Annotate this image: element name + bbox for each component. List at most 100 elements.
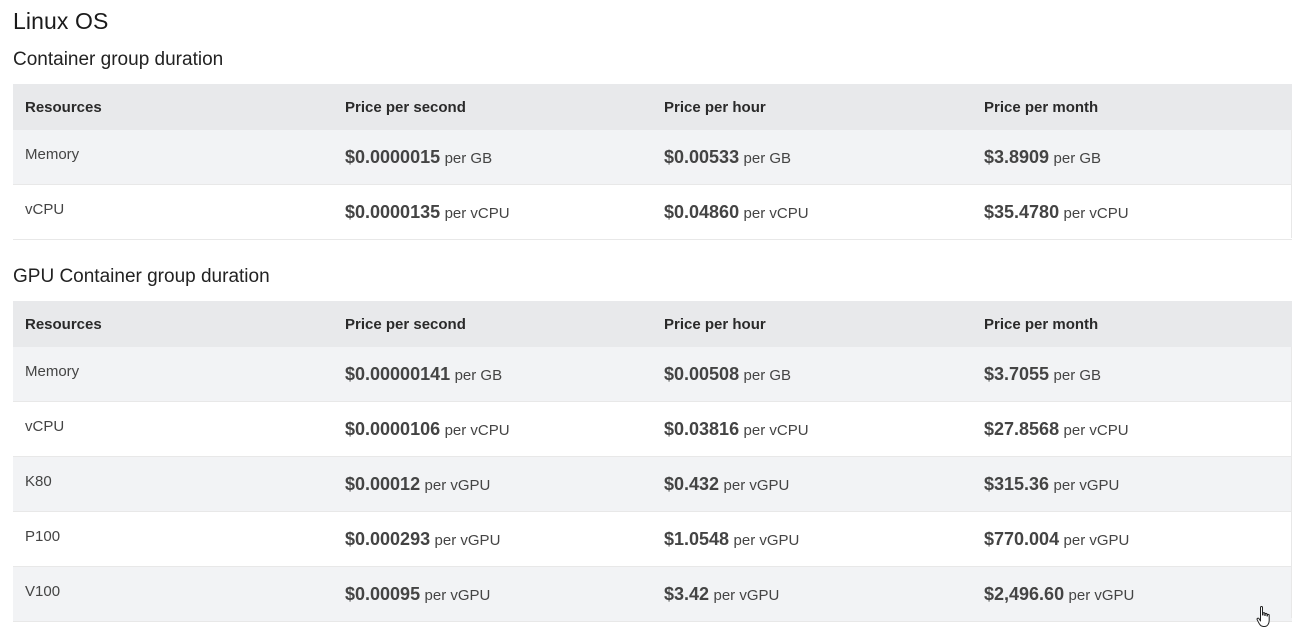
header-resources: Resources (13, 84, 333, 130)
price-hour-cell: $0.00508 per GB (652, 347, 972, 402)
price-unit: per GB (743, 366, 792, 384)
resource-name: V100 (25, 583, 61, 600)
price-unit: per vCPU (1063, 204, 1129, 222)
price-month-cell: $3.7055 per GB (972, 347, 1292, 402)
header-price-per-hour: Price per hour (652, 84, 972, 130)
resource-cell: vCPU (13, 184, 333, 240)
resource-cell: Memory (13, 347, 333, 402)
price-amount: $3.42 (664, 583, 710, 604)
price-unit: per GB (743, 149, 792, 167)
price-hour-cell: $1.0548 per vGPU (652, 511, 972, 567)
price-second-cell: $0.00000141 per GB (333, 347, 652, 402)
price-month-cell: $770.004 per vGPU (972, 511, 1292, 567)
table-row: K80 $0.00012 per vGPU $0.432 per vGPU $3… (13, 456, 1292, 512)
table-row: Memory $0.00000141 per GB $0.00508 per G… (13, 347, 1292, 402)
resource-cell: vCPU (13, 401, 333, 457)
header-price-per-month: Price per month (972, 84, 1292, 130)
price-amount: $35.4780 (984, 201, 1060, 222)
page-title: Linux OS (13, 8, 109, 34)
price-second-cell: $0.00095 per vGPU (333, 566, 652, 622)
price-amount: $0.0000106 (345, 418, 441, 439)
resource-name: Memory (25, 363, 80, 380)
price-second-cell: $0.000293 per vGPU (333, 511, 652, 567)
gpu-container-group-pricing-table: Resources Price per second Price per hou… (13, 301, 1292, 622)
price-amount: $0.00095 (345, 583, 421, 604)
price-month-cell: $27.8568 per vCPU (972, 401, 1292, 457)
table-row: V100 $0.00095 per vGPU $3.42 per vGPU $2… (13, 566, 1292, 622)
section-title-container-group: Container group duration (13, 49, 224, 70)
price-second-cell: $0.00012 per vGPU (333, 456, 652, 512)
price-second-cell: $0.0000015 per GB (333, 130, 652, 185)
price-unit: per vGPU (434, 531, 501, 549)
header-price-per-hour: Price per hour (652, 301, 972, 347)
price-amount: $0.00533 (664, 146, 740, 167)
price-amount: $27.8568 (984, 418, 1060, 439)
price-amount: $0.04860 (664, 201, 740, 222)
price-amount: $3.7055 (984, 363, 1050, 384)
table-border (1291, 130, 1292, 238)
table-row: Memory $0.0000015 per GB $0.00533 per GB… (13, 130, 1292, 185)
price-amount: $0.0000015 (345, 146, 441, 167)
resource-cell: V100 (13, 566, 333, 622)
header-price-per-second: Price per second (333, 301, 652, 347)
price-unit: per vGPU (1053, 476, 1120, 494)
resource-name: P100 (25, 528, 61, 545)
price-amount: $0.00508 (664, 363, 740, 384)
price-unit: per vGPU (424, 586, 491, 604)
table-header-row: Resources Price per second Price per hou… (13, 301, 1292, 347)
section-title-gpu-container-group: GPU Container group duration (13, 266, 270, 287)
price-amount: $0.432 (664, 473, 720, 494)
price-unit: per vGPU (733, 531, 800, 549)
table-header-row: Resources Price per second Price per hou… (13, 84, 1292, 130)
price-amount: $1.0548 (664, 528, 730, 549)
price-unit: per vCPU (743, 421, 809, 439)
price-unit: per vCPU (444, 204, 510, 222)
header-price-per-month: Price per month (972, 301, 1292, 347)
price-unit: per GB (1053, 366, 1102, 384)
table-row: P100 $0.000293 per vGPU $1.0548 per vGPU… (13, 511, 1292, 567)
price-amount: $0.00012 (345, 473, 421, 494)
price-month-cell: $315.36 per vGPU (972, 456, 1292, 512)
price-hour-cell: $0.432 per vGPU (652, 456, 972, 512)
price-unit: per vCPU (743, 204, 809, 222)
resource-name: vCPU (25, 201, 65, 218)
price-month-cell: $2,496.60 per vGPU (972, 566, 1292, 622)
container-group-pricing-table: Resources Price per second Price per hou… (13, 84, 1292, 240)
table-row: vCPU $0.0000106 per vCPU $0.03816 per vC… (13, 401, 1292, 457)
price-amount: $2,496.60 (984, 583, 1065, 604)
price-unit: per vGPU (1068, 586, 1135, 604)
table-border (1291, 347, 1292, 618)
price-unit: per GB (444, 149, 493, 167)
price-hour-cell: $0.03816 per vCPU (652, 401, 972, 457)
header-price-per-second: Price per second (333, 84, 652, 130)
price-second-cell: $0.0000135 per vCPU (333, 184, 652, 240)
price-unit: per vGPU (1063, 531, 1130, 549)
price-amount: $0.000293 (345, 528, 431, 549)
price-hour-cell: $3.42 per vGPU (652, 566, 972, 622)
hand-pointer-icon (1256, 606, 1272, 628)
price-month-cell: $35.4780 per vCPU (972, 184, 1292, 240)
price-amount: $0.00000141 (345, 363, 451, 384)
price-hour-cell: $0.00533 per GB (652, 130, 972, 185)
price-unit: per GB (454, 366, 503, 384)
price-amount: $3.8909 (984, 146, 1050, 167)
resource-name: vCPU (25, 418, 65, 435)
table-row: vCPU $0.0000135 per vCPU $0.04860 per vC… (13, 184, 1292, 240)
resource-cell: P100 (13, 511, 333, 567)
price-hour-cell: $0.04860 per vCPU (652, 184, 972, 240)
price-amount: $770.004 (984, 528, 1060, 549)
header-resources: Resources (13, 301, 333, 347)
price-unit: per GB (1053, 149, 1102, 167)
price-unit: per vCPU (1063, 421, 1129, 439)
resource-name: K80 (25, 473, 52, 490)
price-month-cell: $3.8909 per GB (972, 130, 1292, 185)
price-amount: $0.03816 (664, 418, 740, 439)
price-amount: $0.0000135 (345, 201, 441, 222)
price-unit: per vCPU (444, 421, 510, 439)
resource-cell: Memory (13, 130, 333, 185)
price-unit: per vGPU (713, 586, 780, 604)
resource-cell: K80 (13, 456, 333, 512)
price-unit: per vGPU (424, 476, 491, 494)
price-unit: per vGPU (723, 476, 790, 494)
resource-name: Memory (25, 146, 80, 163)
